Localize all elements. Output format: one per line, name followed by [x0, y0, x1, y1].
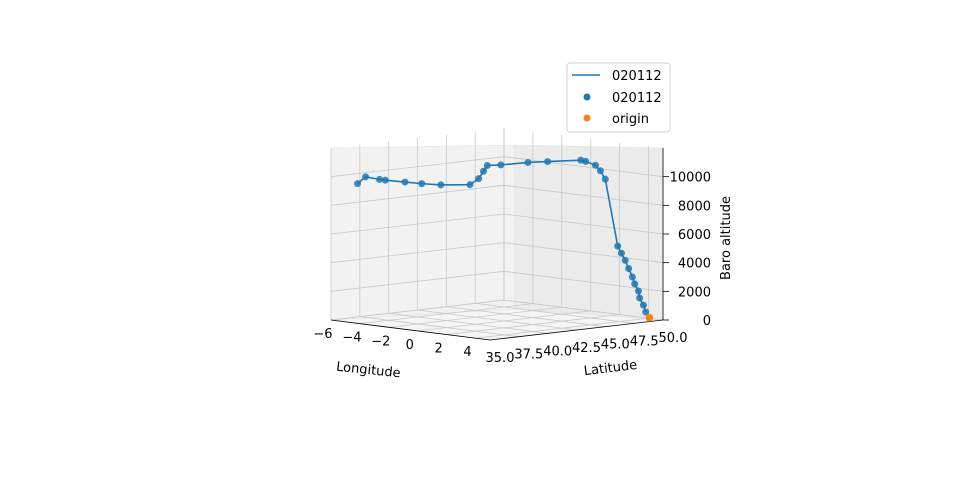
data-point: [418, 180, 426, 188]
data-point: [577, 156, 585, 164]
series-020112: [354, 156, 650, 316]
y-tick-label: 50.0: [659, 331, 688, 346]
z-axis-label: Baro altitude: [719, 196, 734, 280]
data-point: [362, 173, 370, 181]
origin-series: [645, 313, 654, 322]
legend-frame: [566, 62, 671, 133]
origin-point: [645, 313, 654, 322]
legend-origin-swatch: [583, 114, 591, 122]
legend-marker-swatch: [583, 93, 591, 101]
data-point: [591, 161, 599, 169]
axis-panes: [330, 144, 664, 341]
data-point: [617, 249, 625, 257]
data-point: [639, 301, 647, 309]
x-tick-label: 4: [463, 345, 471, 360]
grid-line: [388, 141, 548, 334]
longitude-axis-line: [330, 319, 491, 341]
grid-line: [445, 134, 606, 328]
z-tick-label: 0: [703, 314, 711, 329]
data-point: [596, 167, 604, 175]
axis-ticks: −6 −4 −2 0 2 4 35.0 37.5 40.0 42.5 45.0 47.5 50.0 0 20…: [313, 171, 711, 366]
x-tick-label: −2: [371, 334, 390, 349]
right-pane: [514, 144, 664, 321]
data-point: [354, 180, 362, 188]
grid-line: [503, 128, 664, 321]
data-point: [480, 167, 488, 175]
z-tick-label: 2000: [678, 285, 711, 300]
data-point: [544, 158, 552, 166]
data-point: [376, 175, 384, 183]
grid-line: [417, 138, 577, 331]
data-point: [381, 176, 389, 184]
y-axis-label: Latitude: [583, 358, 638, 379]
y-tick-label: 37.5: [514, 348, 543, 363]
data-point: [621, 256, 629, 264]
y-tick-label: 47.5: [630, 334, 659, 349]
data-point: [625, 264, 633, 272]
legend-label-line: 020112: [612, 69, 662, 84]
z-tick-label: 6000: [678, 228, 711, 243]
left-pane: [330, 144, 516, 321]
y-tick-label: 40.0: [543, 344, 572, 359]
grid-line: [474, 131, 635, 324]
x-tick-label: 0: [406, 338, 414, 353]
data-point: [437, 181, 445, 189]
data-point: [628, 273, 636, 281]
legend-label-marker: 020112: [612, 91, 662, 106]
data-point: [636, 294, 644, 302]
data-point: [614, 242, 622, 250]
data-point: [483, 161, 491, 169]
z-tick-label: 8000: [678, 199, 711, 214]
legend-label-origin: origin: [612, 112, 649, 127]
data-point: [475, 175, 483, 183]
x-tick-label: −6: [313, 327, 332, 342]
x-tick-label: 2: [434, 342, 442, 357]
y-tick-label: 35.0: [486, 351, 515, 366]
data-point: [466, 181, 474, 189]
data-point: [642, 308, 650, 316]
legend: 020112 020112 origin: [566, 62, 671, 133]
grid-line: [359, 144, 519, 338]
y-tick-label: 45.0: [601, 338, 630, 353]
z-tick-label: 10000: [670, 171, 711, 186]
z-tick-label: 4000: [678, 257, 711, 272]
data-point: [631, 280, 639, 288]
data-point: [524, 158, 532, 166]
latitude-axis-line: [489, 319, 664, 341]
x-tick-label: −4: [342, 331, 361, 346]
y-tick-label: 42.5: [572, 341, 601, 356]
data-point: [401, 178, 409, 186]
data-point: [497, 161, 505, 169]
x-axis-label: Longitude: [335, 360, 401, 382]
data-point: [634, 287, 642, 295]
data-point: [601, 175, 609, 183]
